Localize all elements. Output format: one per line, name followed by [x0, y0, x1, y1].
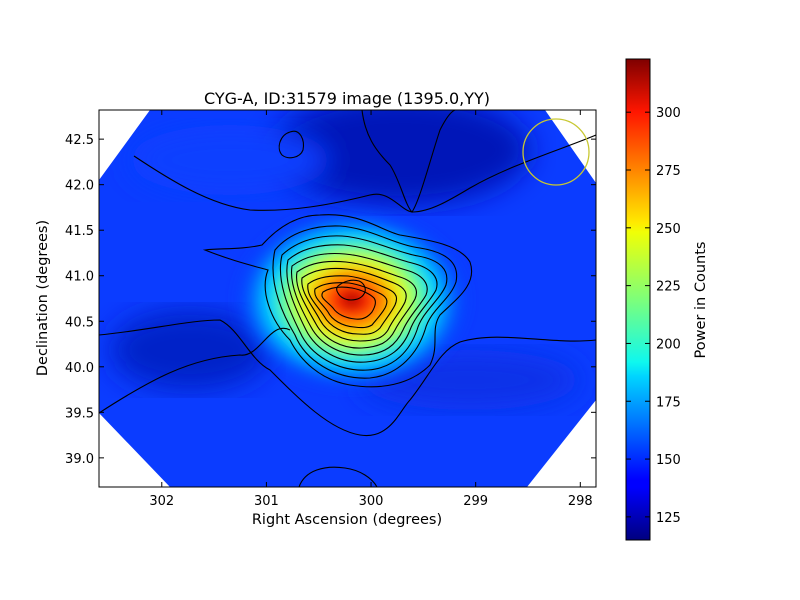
plot-area	[99, 110, 596, 487]
chart-title: CYG-A, ID:31579 image (1395.0,YY)	[204, 89, 490, 108]
x-tick-label: 298	[568, 494, 593, 509]
colorbar-label: Power in Counts	[693, 242, 709, 359]
colorbar-tick-label: 250	[656, 222, 681, 237]
colorbar-tick-label: 125	[656, 511, 681, 526]
plot-frame	[98, 109, 597, 488]
colorbar: 125 150 175 200 225 250 275 300 Power in Counts	[625, 58, 709, 541]
colorbar-tick-label: 300	[656, 106, 681, 121]
colorbar-tick-label: 175	[656, 395, 681, 410]
x-axis: 302 301 300 299 298	[149, 110, 593, 509]
colorbar-tick-label: 275	[656, 164, 681, 179]
x-tick-label: 302	[149, 494, 174, 509]
y-axis-label: Declination (degrees)	[35, 220, 51, 376]
y-tick-label: 40.5	[65, 315, 94, 330]
heatmap-image	[99, 110, 596, 487]
colorbar-gradient	[625, 58, 651, 541]
colorbar-tick-label: 200	[656, 337, 681, 352]
colorbar-tick-label: 225	[656, 280, 681, 295]
y-tick-label: 42.5	[65, 133, 94, 148]
y-tick-label: 41.5	[65, 224, 94, 239]
x-tick-label: 300	[359, 494, 384, 509]
beam-marker	[522, 118, 590, 186]
y-tick-label: 40.0	[65, 361, 94, 376]
y-tick-label: 39.5	[65, 406, 94, 421]
y-tick-label: 41.0	[65, 270, 94, 285]
colorbar-tick-label: 150	[656, 453, 681, 468]
y-tick-label: 39.0	[65, 452, 94, 467]
x-tick-label: 299	[463, 494, 488, 509]
colorbar-ticks: 125 150 175 200 225 250 275 300	[626, 106, 681, 526]
y-axis: 39.0 39.5 40.0 40.5 41.0 41.5 42.0 42.5	[65, 133, 596, 467]
contour-lines	[99, 110, 596, 487]
x-tick-label: 301	[254, 494, 279, 509]
y-tick-label: 42.0	[65, 179, 94, 194]
x-axis-label: Right Ascension (degrees)	[252, 512, 442, 528]
